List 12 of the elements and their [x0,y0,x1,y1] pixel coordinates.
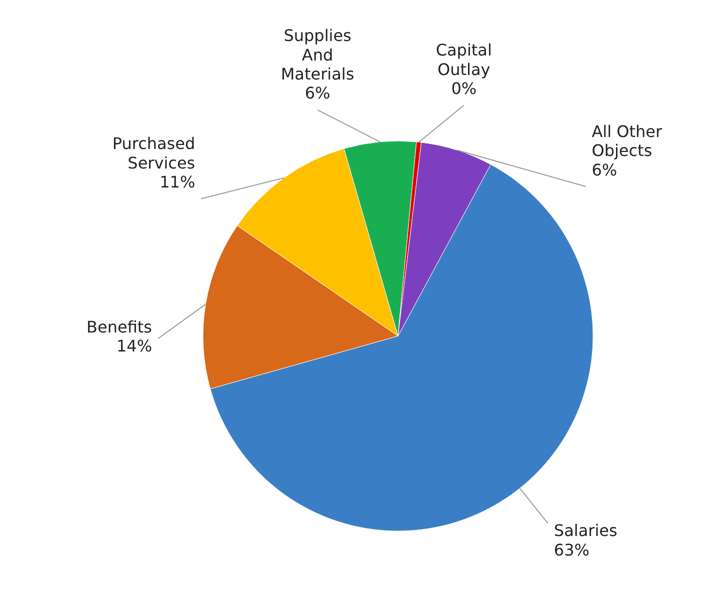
slice-label: Salaries [554,521,618,540]
data-label: 6% [592,160,618,180]
data-label: 11% [160,172,196,192]
data-label: 63% [554,540,590,560]
slice-label: Supplies And Materials [280,26,354,84]
data-label: 0% [451,79,477,98]
slice-label: All Other Objects [592,122,662,160]
data-label: 14% [116,336,152,356]
slice-label: Benefits [86,317,152,336]
slice-label: Purchased Services [112,134,196,172]
slice-label: Capital Outlay [436,40,492,79]
data-label: 6% [304,84,330,103]
